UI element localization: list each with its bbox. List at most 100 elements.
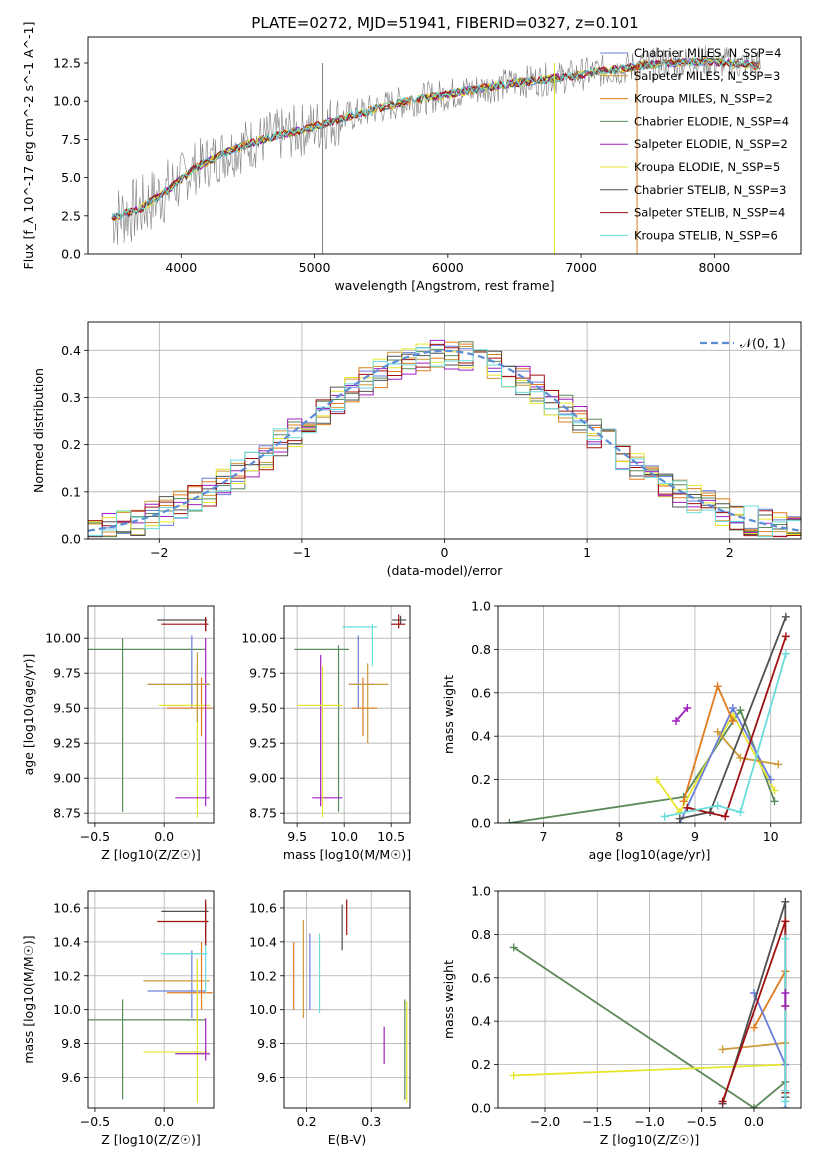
weight-series-3 bbox=[722, 1042, 786, 1051]
weight-marker bbox=[675, 814, 684, 823]
legend-label-8: Salpeter STELIB, N_SSP=4 bbox=[634, 206, 785, 220]
panel-residuals: −2 −1 0 1 2 0.0 0.1 0.2 0.3 0.4 (data-model)/error… bbox=[31, 321, 802, 578]
weight-marker bbox=[736, 706, 745, 715]
weight-marker bbox=[766, 775, 775, 784]
weight-marker bbox=[728, 703, 737, 712]
x-tick-label: 10.5 bbox=[377, 829, 405, 844]
weight-marker bbox=[781, 632, 790, 641]
y-tick-label: 9.50 bbox=[53, 701, 81, 716]
x-axis-label: Z [log10(Z/Z☉)] bbox=[101, 847, 201, 862]
weight-marker bbox=[679, 797, 688, 806]
weight-marker bbox=[721, 812, 730, 821]
y-tick-label: 7.5 bbox=[61, 132, 81, 147]
weight-series-5 bbox=[753, 992, 787, 1108]
x-tick-label: 2 bbox=[726, 545, 734, 560]
y-tick-label: 9.6 bbox=[61, 1070, 81, 1085]
y-tick-label: 9.75 bbox=[53, 666, 81, 681]
axes-frame bbox=[497, 605, 802, 824]
model-line-7 bbox=[111, 56, 761, 220]
y-tick-label: 8.75 bbox=[249, 806, 277, 821]
weight-marker bbox=[713, 727, 722, 736]
model-line-9 bbox=[111, 56, 760, 221]
weight-marker bbox=[781, 1002, 790, 1011]
x-tick-label: −2.0 bbox=[530, 1114, 560, 1129]
x-tick-label: 10 bbox=[763, 829, 779, 844]
weight-marker bbox=[781, 917, 790, 926]
weight-marker bbox=[509, 1071, 518, 1080]
x-tick-label: −2 bbox=[150, 545, 168, 560]
weight-marker bbox=[505, 819, 514, 823]
x-axis-label: (data-model)/error bbox=[387, 563, 504, 578]
x-tick-label: −1 bbox=[293, 545, 311, 560]
weight-marker bbox=[749, 1104, 758, 1108]
legend-label-4: Chabrier ELODIE, N_SSP=4 bbox=[634, 114, 789, 128]
y-axis-label: mass weight bbox=[441, 960, 456, 1039]
weight-marker bbox=[683, 703, 692, 712]
weight-marker bbox=[781, 1097, 790, 1106]
weight-marker bbox=[781, 988, 790, 997]
legend-label-9: Kroupa STELIB, N_SSP=6 bbox=[634, 228, 778, 242]
plot-area bbox=[505, 612, 790, 823]
legend-label: 𝒩(0, 1) bbox=[740, 336, 786, 351]
panel-spectrum: 4000 5000 6000 7000 8000 0.0 2.5 5.0 7.5 10.0 12.5… bbox=[21, 22, 802, 293]
weight-marker bbox=[713, 801, 722, 810]
x-tick-label: −0.5 bbox=[80, 1114, 110, 1129]
weight-series-2 bbox=[513, 1063, 786, 1077]
y-tick-label: 10.4 bbox=[249, 934, 277, 949]
weight-marker bbox=[718, 1045, 727, 1054]
plot-area bbox=[293, 899, 408, 1103]
plot-area bbox=[509, 897, 790, 1108]
x-tick-label: 7 bbox=[539, 829, 547, 844]
panel-age_vs_mass: 9.5 10.0 10.5 8.75 9.00 9.25 9.50 9.75 10.00 mass… bbox=[241, 605, 411, 862]
axes-frame bbox=[283, 605, 411, 824]
model-line-8 bbox=[111, 57, 760, 222]
legend-label-6: Kroupa ELODIE, N_SSP=5 bbox=[634, 160, 780, 174]
y-tick-label: 10.4 bbox=[53, 934, 81, 949]
legend-label-1: Chabrier MILES, N_SSP=4 bbox=[634, 46, 781, 60]
spectrum-legend: Chabrier MILES, N_SSP=4 Salpeter MILES, N… bbox=[600, 46, 789, 242]
weight-marker bbox=[728, 717, 737, 726]
weight-marker bbox=[660, 812, 669, 821]
x-tick-label: 7000 bbox=[565, 260, 597, 275]
legend-label-7: Chabrier STELIB, N_SSP=3 bbox=[634, 183, 786, 197]
y-tick-label: 5.0 bbox=[61, 170, 81, 185]
y-tick-label: 0.0 bbox=[61, 247, 81, 262]
y-tick-label: 10.0 bbox=[53, 1002, 81, 1017]
residual-legend: 𝒩(0, 1) bbox=[700, 336, 786, 351]
x-tick-label: 0.0 bbox=[154, 829, 174, 844]
weight-marker bbox=[736, 753, 745, 762]
y-tick-label: 10.2 bbox=[53, 968, 81, 983]
x-tick-label: −0.5 bbox=[80, 829, 110, 844]
weight-series-2 bbox=[675, 707, 689, 722]
weight-marker bbox=[718, 1097, 727, 1106]
plot-area bbox=[88, 617, 213, 818]
y-tick-label: 10.00 bbox=[241, 631, 277, 646]
y-tick-label: 0.0 bbox=[471, 816, 491, 831]
x-tick-label: 4000 bbox=[165, 260, 197, 275]
figure-title: PLATE=0272, MJD=51941, FIBERID=0327, z=0… bbox=[251, 14, 638, 32]
histogram-series-7 bbox=[88, 349, 801, 538]
y-tick-label: 0.0 bbox=[471, 1101, 491, 1116]
y-tick-label: 9.00 bbox=[249, 771, 277, 786]
panel-age_vs_Z: −0.5 0.0 8.75 9.00 9.25 9.50 9.75 10.00 Z [log10… bbox=[21, 605, 215, 862]
weight-series-9 bbox=[664, 653, 787, 818]
plot-area bbox=[111, 45, 761, 254]
weight-marker bbox=[781, 897, 790, 906]
y-tick-label: 0.6 bbox=[471, 970, 491, 985]
weight-marker bbox=[653, 775, 662, 784]
x-tick-label: 10.0 bbox=[330, 829, 358, 844]
panel-weight_vs_Z: −2.0 −1.5 −1.0 −0.5 0.0 0.0 0.2 0.4 0.6 0.8 1.0 Z [… bbox=[441, 884, 802, 1147]
axes-frame bbox=[87, 605, 215, 824]
y-axis-label: mass [log10(M/M☉)] bbox=[21, 935, 36, 1063]
panel-mass_vs_Z: −0.5 0.0 9.6 9.8 10.0 10.2 10.4 10.6 Z [log10(Z/… bbox=[21, 890, 215, 1147]
y-axis-label: Flux [f_λ 10^-17 erg cm^-2 s^-1 A^-1] bbox=[21, 22, 36, 270]
weight-marker bbox=[672, 717, 681, 726]
y-tick-label: 9.8 bbox=[61, 1036, 81, 1051]
weight-marker bbox=[781, 649, 790, 658]
weight-series-1 bbox=[513, 946, 786, 1108]
weight-marker bbox=[781, 1086, 790, 1095]
x-tick-label: −1.0 bbox=[634, 1114, 664, 1129]
x-tick-label: 8 bbox=[615, 829, 623, 844]
x-tick-label: 9 bbox=[691, 829, 699, 844]
